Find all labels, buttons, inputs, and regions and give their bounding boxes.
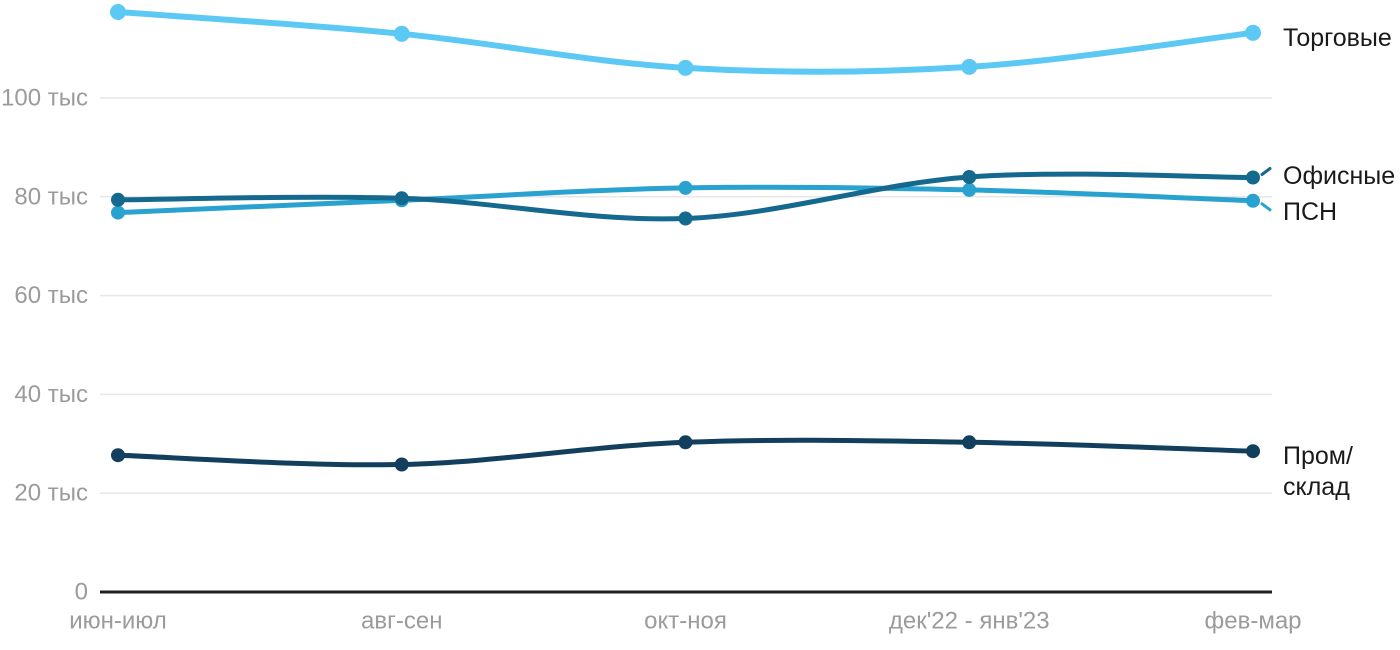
data-point-prom-sklad-4 bbox=[1246, 444, 1260, 459]
x-tick-label-2: окт-ноя bbox=[644, 608, 727, 635]
x-tick-label-4: фев-мар bbox=[1204, 608, 1301, 635]
data-point-ofisnye-0 bbox=[111, 192, 125, 207]
y-tick-label-80000: 80 тыс bbox=[14, 183, 88, 210]
y-tick-label-0: 0 bbox=[75, 579, 88, 606]
data-point-ofisnye-3 bbox=[962, 170, 977, 184]
y-tick-label-20000: 20 тыс bbox=[14, 480, 88, 507]
y-tick-label-40000: 40 тыс bbox=[14, 381, 88, 408]
x-tick-label-3: дек'22 - янв'23 bbox=[889, 608, 1050, 635]
y-tick-label-100000: 100 тыс bbox=[1, 85, 88, 112]
x-tick-label-0: июн-июл bbox=[69, 608, 167, 635]
series-label-torgovye: Торговые bbox=[1283, 24, 1392, 52]
data-point-prom-sklad-2 bbox=[678, 435, 693, 450]
data-point-prom-sklad-3 bbox=[962, 435, 977, 450]
x-tick-label-1: авг-сен bbox=[361, 608, 442, 635]
y-tick-label-60000: 60 тыс bbox=[14, 282, 88, 309]
data-point-psn-3 bbox=[962, 182, 977, 197]
leader-dash-ofisnye bbox=[1260, 167, 1272, 176]
data-point-prom-sklad-0 bbox=[111, 448, 125, 463]
data-point-ofisnye-4 bbox=[1246, 170, 1260, 185]
data-point-ofisnye-1 bbox=[394, 191, 409, 206]
data-point-prom-sklad-1 bbox=[394, 457, 409, 472]
series-label-prom-sklad-1: склад bbox=[1283, 473, 1350, 501]
data-point-psn-2 bbox=[678, 180, 693, 195]
data-point-torgovye-3 bbox=[961, 58, 978, 75]
data-point-torgovye-1 bbox=[393, 25, 410, 42]
data-point-torgovye-4 bbox=[1245, 24, 1261, 41]
series-label-ofisnye: Офисные bbox=[1283, 162, 1395, 190]
data-point-torgovye-2 bbox=[677, 59, 694, 76]
series-label-psn: ПСН bbox=[1283, 198, 1337, 226]
series-label-prom-sklad-0: Пром/ bbox=[1283, 442, 1353, 470]
data-point-psn-0 bbox=[111, 205, 125, 220]
data-point-ofisnye-2 bbox=[678, 211, 693, 226]
leader-dash-psn bbox=[1260, 202, 1272, 212]
data-point-psn-4 bbox=[1246, 193, 1260, 208]
data-point-torgovye-0 bbox=[110, 4, 126, 20]
